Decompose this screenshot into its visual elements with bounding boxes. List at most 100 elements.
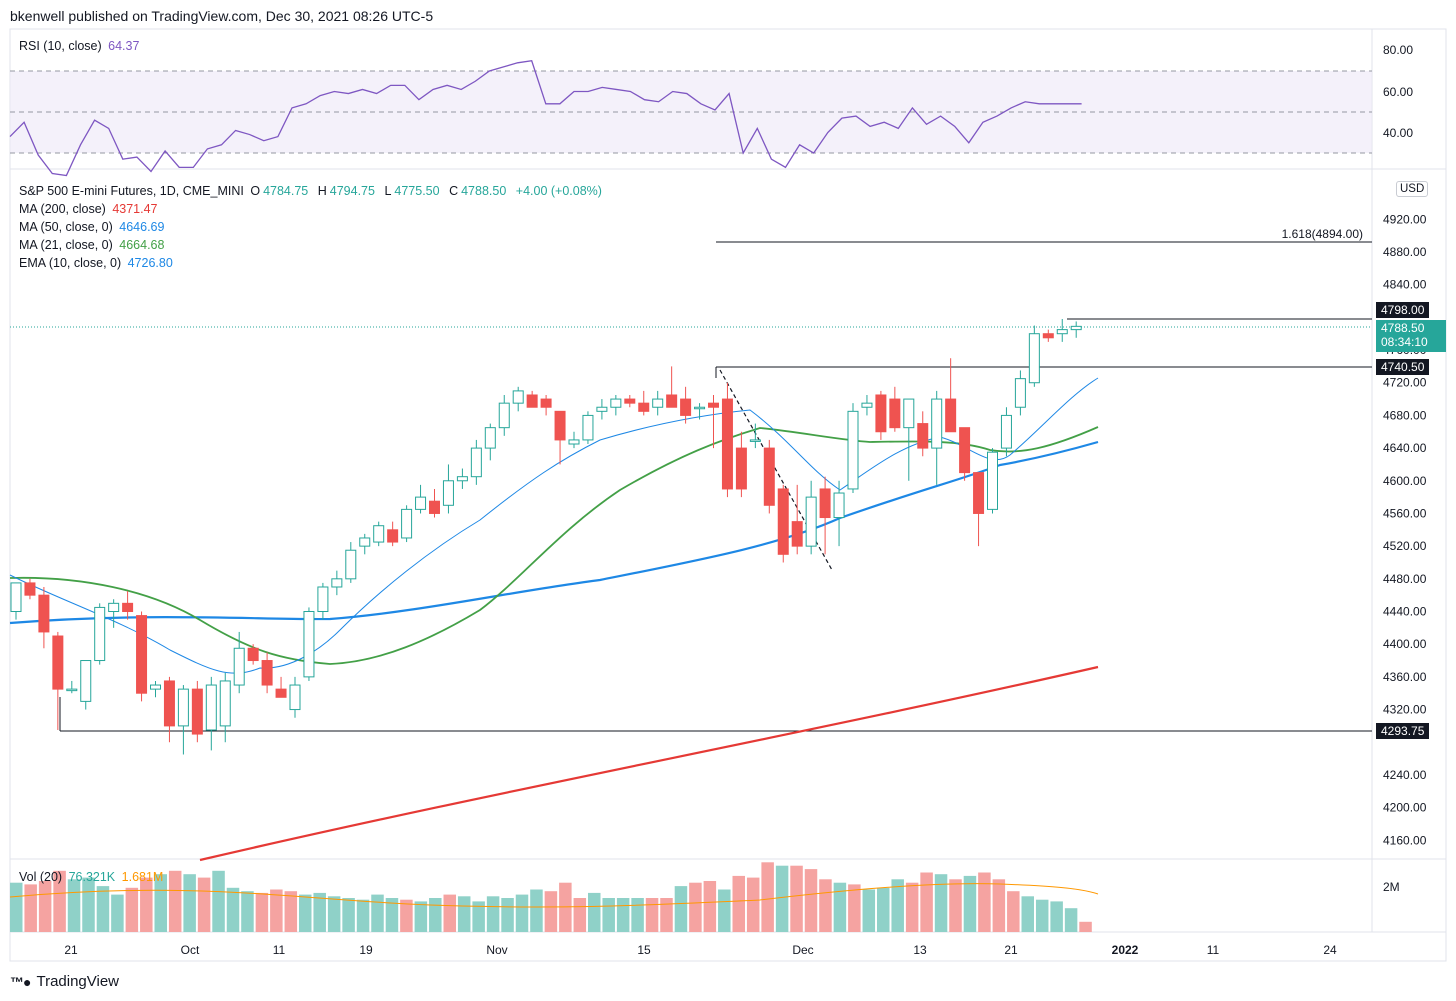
- volume-bar: [327, 896, 341, 932]
- volume-bar: [342, 898, 355, 932]
- candle-body: [945, 398, 957, 433]
- time-axis-label: 24: [1323, 943, 1337, 957]
- volume-bar: [241, 891, 254, 932]
- candle-body: [429, 500, 440, 514]
- ohlc-open: O 4784.75: [250, 184, 309, 198]
- candle-body: [52, 635, 64, 690]
- candle-body: [1056, 329, 1068, 335]
- volume-bar: [573, 898, 587, 932]
- time-axis-label: 21: [1004, 943, 1018, 957]
- volume-bar: [140, 877, 153, 932]
- price-axis-label: 4640.00: [1383, 441, 1427, 455]
- volume-bar: [790, 865, 803, 932]
- indicator-ema10[interactable]: EMA (10, close, 0) 4726.80: [19, 256, 173, 270]
- indicator-ma21[interactable]: MA (21, close, 0) 4664.68: [19, 238, 165, 252]
- symbol-title[interactable]: S&P 500 E-mini Futures, 1D, CME_MINI: [19, 184, 244, 198]
- volume-bar: [168, 870, 182, 932]
- tag-level-mid: 4740.50: [1376, 359, 1430, 375]
- volume-axis-label: 2M: [1383, 880, 1400, 894]
- volume-bar: [616, 898, 630, 932]
- price-axis-label: 4320.00: [1383, 703, 1427, 717]
- volume-bar: [501, 898, 514, 932]
- price-axis-label: 4560.00: [1383, 506, 1427, 520]
- ohlc-low: L 4775.50: [384, 184, 440, 198]
- indicator-ma200[interactable]: MA (200, close) 4371.47: [19, 202, 158, 216]
- candle-body: [833, 492, 845, 519]
- currency-badge[interactable]: USD: [1396, 181, 1429, 197]
- time-axis-label: 11: [273, 943, 286, 957]
- time-axis-label: 21: [64, 943, 78, 957]
- volume-bar: [38, 881, 52, 932]
- candle-body: [373, 525, 385, 543]
- price-axis-label: 4200.00: [1383, 801, 1427, 815]
- candle-body: [1014, 378, 1026, 408]
- ohlc-close: C 4788.50: [449, 184, 507, 198]
- volume-bar: [313, 892, 326, 932]
- candle-body: [624, 398, 636, 404]
- candle-body: [1000, 414, 1012, 449]
- candle-body: [512, 390, 524, 404]
- candle-body: [331, 578, 343, 588]
- volume-bar: [183, 874, 196, 932]
- volume-bar: [10, 882, 23, 932]
- candle-body: [847, 410, 859, 490]
- volume-bar: [920, 872, 933, 932]
- volume-bar: [385, 898, 399, 932]
- time-axis-label: Oct: [181, 943, 200, 957]
- candle-body: [708, 402, 719, 408]
- indicator-ma50[interactable]: MA (50, close, 0) 4646.69: [19, 220, 165, 234]
- candle-body: [150, 684, 161, 690]
- candle-body: [903, 398, 915, 429]
- candle-body: [861, 402, 873, 408]
- time-axis-label: 13: [913, 943, 927, 957]
- volume-bar: [978, 872, 991, 932]
- volume-bar: [588, 892, 601, 932]
- candle-body: [987, 451, 998, 510]
- time-axis-label: 11: [1207, 943, 1220, 957]
- candle-body: [108, 602, 120, 613]
- price-axis-label: 4400.00: [1383, 637, 1427, 651]
- time-axis-label: Nov: [486, 943, 507, 957]
- tag-level-high: 4798.00: [1376, 302, 1430, 318]
- ma200-line: [199, 665, 1099, 862]
- volume-bar: [775, 865, 789, 932]
- candle-body: [359, 537, 371, 547]
- volume-bar: [1035, 899, 1049, 932]
- volume-bar: [515, 894, 529, 932]
- candle-body: [387, 529, 399, 543]
- candle-body: [470, 447, 482, 478]
- volume-bar: [746, 877, 760, 932]
- volume-bar: [356, 899, 370, 932]
- volume-bar: [96, 886, 110, 932]
- time-axis-label: 2022: [1112, 943, 1139, 957]
- volume-bar: [443, 894, 456, 932]
- volume-bar: [197, 877, 211, 932]
- candle-body: [80, 660, 92, 702]
- price-axis-label: 4360.00: [1383, 670, 1427, 684]
- candle-body: [10, 582, 22, 613]
- volume-bar: [905, 882, 919, 932]
- candle-body: [791, 521, 803, 547]
- volume-bar: [1007, 891, 1020, 932]
- candle-body: [219, 680, 231, 727]
- candle-body: [122, 602, 134, 613]
- volume-bar: [891, 879, 904, 932]
- ohlc-change: +4.00 (+0.08%): [515, 184, 602, 198]
- rsi-value: 64.37: [108, 39, 140, 53]
- candle-body: [889, 398, 901, 429]
- time-axis-label: Dec: [792, 943, 813, 957]
- volume-bar: [371, 894, 384, 932]
- volume-bar: [877, 887, 890, 932]
- main-legend: S&P 500 E-mini Futures, 1D, CME_MINI O 47…: [19, 184, 605, 198]
- price-axis-label: 4680.00: [1383, 408, 1427, 422]
- candle-body: [94, 606, 106, 662]
- candle-body: [805, 496, 817, 547]
- volume-bar: [718, 889, 731, 932]
- volume-bar: [53, 870, 66, 932]
- candle-body: [931, 398, 943, 449]
- tradingview-brand[interactable]: ™● TradingView: [10, 973, 119, 990]
- volume-bar: [530, 889, 543, 932]
- candle-body: [442, 480, 454, 506]
- volume-series: [10, 862, 1092, 932]
